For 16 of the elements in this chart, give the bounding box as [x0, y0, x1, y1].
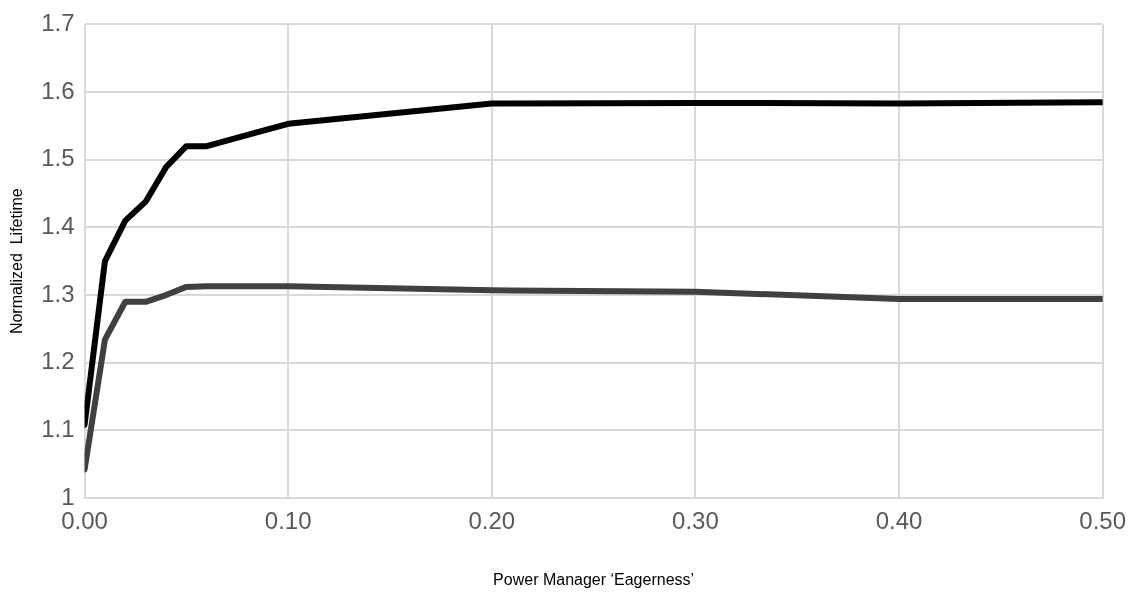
y-tick-label: 1.4 [41, 212, 75, 239]
x-tick-label: 0.50 [1079, 507, 1126, 535]
x-tick-label: 0.00 [61, 507, 108, 535]
x-axis-title: Power Manager ‘Eagerness’ [493, 570, 695, 588]
x-tick-label: 0.30 [672, 507, 719, 535]
y-tick-label: 1 [61, 482, 75, 510]
y-axis-title: Normalized Lifetime [8, 188, 26, 335]
x-tick-label: 0.20 [468, 507, 516, 535]
y-tick-label: 1.2 [41, 347, 75, 375]
y-tick-label: 1.5 [41, 144, 75, 172]
y-tick-label: 1.3 [41, 279, 75, 307]
x-tick-label: 0.10 [264, 507, 312, 535]
y-tick-label: 1.1 [41, 414, 75, 442]
x-tick-label: 0.40 [875, 507, 923, 535]
y-tick-label: 1.7 [41, 9, 75, 37]
y-tick-label: 1.6 [41, 76, 75, 104]
